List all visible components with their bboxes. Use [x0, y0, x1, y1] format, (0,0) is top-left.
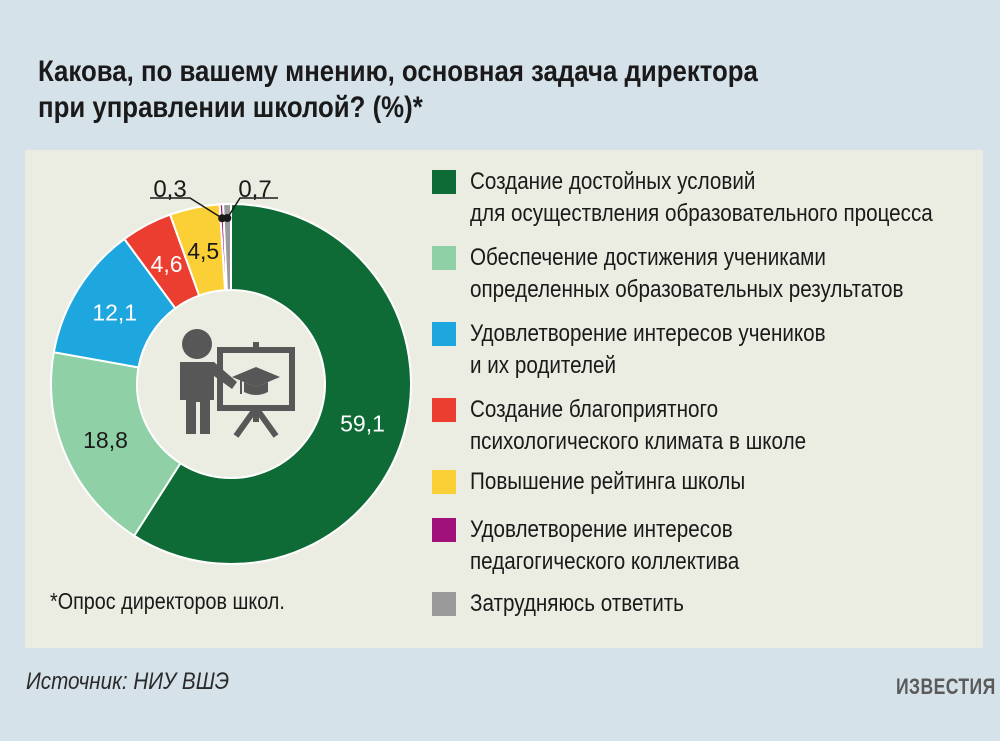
- teacher-presentation-icon: [180, 329, 295, 438]
- legend-swatch: [432, 246, 456, 270]
- title-line: Какова, по вашему мнению, основная задач…: [38, 55, 758, 88]
- chart-title: Какова, по вашему мнению, основная задач…: [38, 54, 758, 126]
- legend-label-line: Повышение рейтинга школы: [470, 468, 746, 495]
- legend-label: Удовлетворение интересов педагогического …: [470, 514, 986, 578]
- legend-label-line: для осуществления образовательного проце…: [470, 200, 933, 227]
- legend-label-line: Создание достойных условий: [470, 168, 756, 195]
- legend-label-line: педагогического коллектива: [470, 548, 740, 575]
- legend-swatch: [432, 470, 456, 494]
- leader-line: [150, 197, 223, 219]
- title-line: при управлении школой? (%)*: [38, 91, 423, 124]
- legend-label: Повышение рейтинга школы: [470, 466, 986, 498]
- source-note: Источник: НИУ ВШЭ: [26, 668, 230, 695]
- legend-swatch: [432, 518, 456, 542]
- donut-slice: [50, 351, 182, 538]
- data-label: 18,8: [83, 427, 128, 453]
- izvestia-logo: ИЗВЕСТИЯ: [896, 674, 996, 699]
- legend-label-line: психологического климата в школе: [470, 428, 807, 455]
- legend-label: Удовлетворение интересов учеников и их ро…: [470, 318, 986, 382]
- legend-label: Создание достойных условий для осуществле…: [470, 166, 986, 230]
- footnote: *Опрос директоров школ.: [50, 588, 285, 614]
- legend-label-line: Удовлетворение интересов: [470, 516, 733, 543]
- legend-label-line: Создание благоприятного: [470, 396, 719, 423]
- legend-label-line: Обеспечение достижения учениками: [470, 244, 826, 271]
- donut-slice: [222, 202, 232, 292]
- data-label: 12,1: [92, 300, 137, 326]
- data-label: 59,1: [340, 410, 385, 436]
- leader-line: [226, 197, 278, 219]
- legend-label-line: Затрудняюсь ответить: [470, 590, 684, 617]
- legend-label: Создание благоприятного психологического …: [470, 394, 986, 458]
- legend-label-line: Удовлетворение интересов учеников: [470, 320, 826, 347]
- data-label: 4,5: [187, 238, 219, 264]
- legend-swatch: [432, 592, 456, 616]
- legend-swatch: [432, 322, 456, 346]
- legend-label-line: определенных образовательных результатов: [470, 276, 904, 303]
- legend-swatch: [432, 170, 456, 194]
- legend-label-line: и их родителей: [470, 352, 616, 379]
- leader-dot: [223, 214, 232, 223]
- data-label: 0,7: [238, 176, 271, 203]
- data-label: 4,6: [151, 251, 183, 277]
- legend-label: Обеспечение достижения учениками определе…: [470, 242, 986, 306]
- legend-label: Затрудняюсь ответить: [470, 588, 986, 620]
- donut-slice: [132, 202, 412, 565]
- legend-swatch: [432, 398, 456, 422]
- data-label: 0,3: [153, 176, 186, 203]
